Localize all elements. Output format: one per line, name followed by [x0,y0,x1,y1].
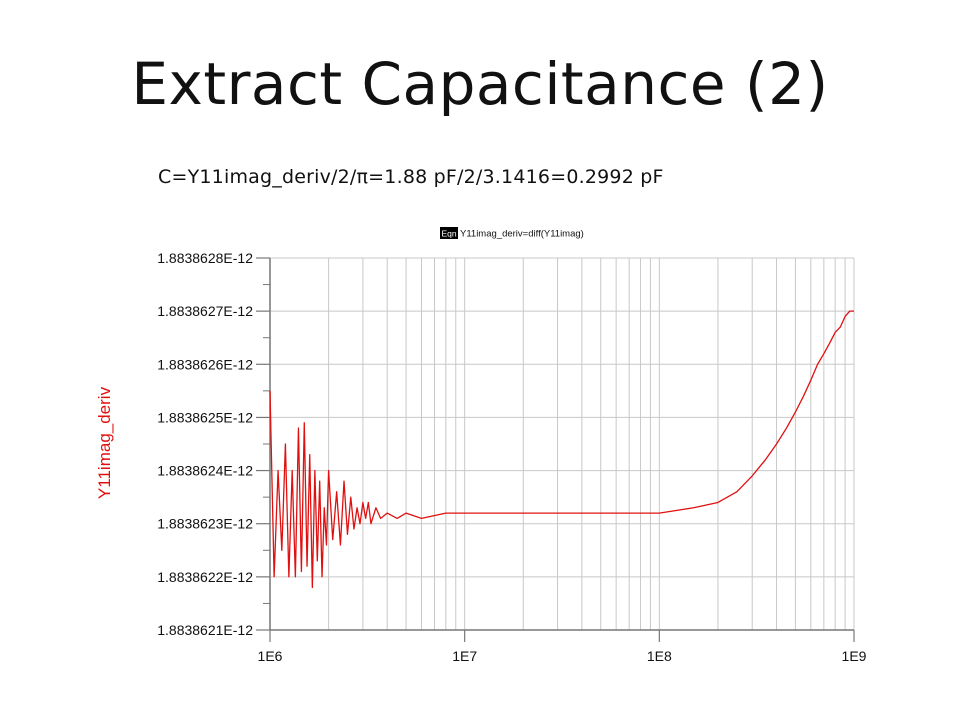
y-tick-label: 1.8838622E-12 [157,569,253,585]
y-tick-label: 1.8838626E-12 [157,356,253,372]
x-tick-label: 1E7 [452,648,477,664]
x-tick-label: 1E8 [647,648,672,664]
slide-title: Extract Capacitance (2) [131,50,829,118]
equation-text: Y11imag_deriv=diff(Y11imag) [460,229,584,240]
x-tick-label: 1E6 [258,648,283,664]
eqn-badge-label: Eqn [441,229,456,239]
equation-annotation: Eqn Y11imag_deriv=diff(Y11imag) [440,227,584,240]
series-line-0 [269,310,854,589]
y-tick-label: 1.8838627E-12 [157,303,253,319]
capacitance-formula: C=Y11imag_deriv/2/π=1.88 pF/2/3.1416=0.2… [158,166,664,188]
eqn-badge [440,227,458,239]
y-tick-label: 1.8838624E-12 [157,463,253,479]
y-tick-label: 1.8838625E-12 [157,409,253,425]
y-tick-label: 1.8838621E-12 [157,622,253,638]
y-tick-label: 1.8838628E-12 [157,250,253,266]
x-tick-label: 1E9 [842,648,867,664]
y-axis-label: Y11imag_deriv [95,386,114,499]
y-tick-label: 1.8838623E-12 [157,516,253,532]
